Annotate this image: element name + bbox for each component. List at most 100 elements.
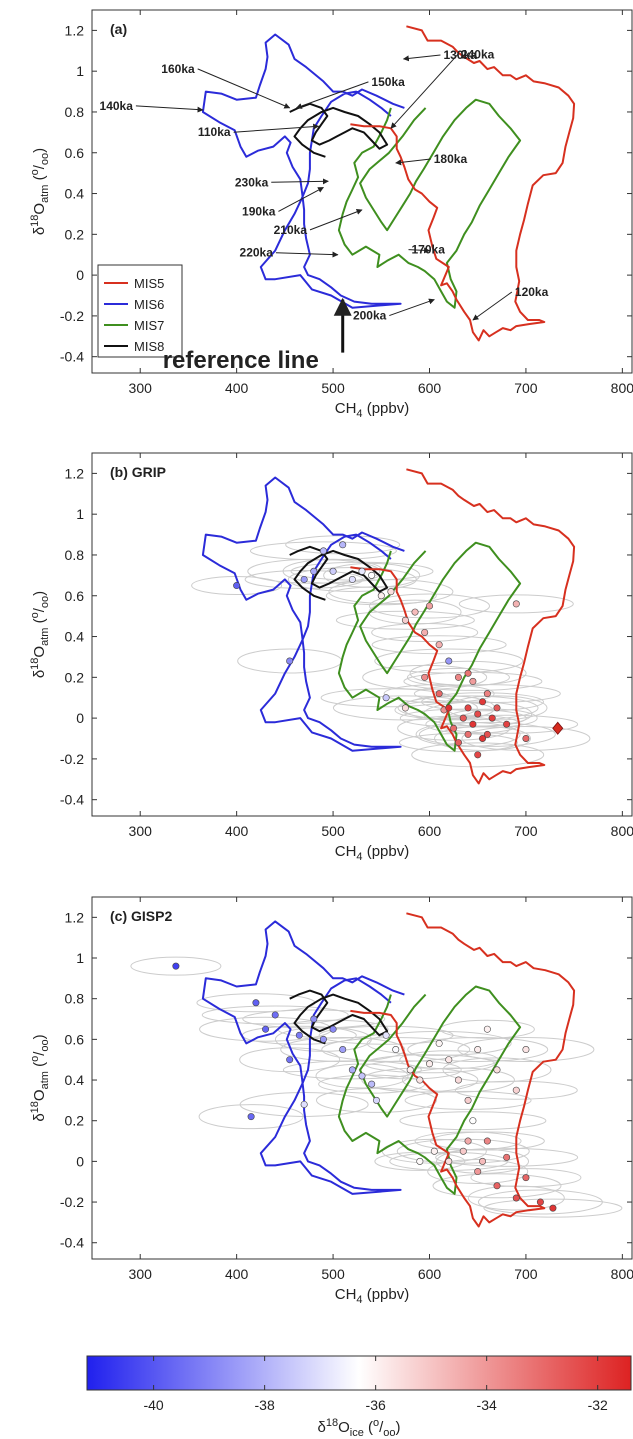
uncertainty-ellipse [280, 1037, 406, 1063]
data-point [319, 1035, 327, 1043]
data-point [469, 1117, 477, 1125]
uncertainty-ellipse [371, 622, 479, 642]
legend-entry: MIS8 [134, 339, 164, 354]
panel-a-legend: MIS5 MIS6 MIS7 MIS8 [97, 264, 183, 358]
y-tick-label: 0 [76, 267, 84, 283]
data-point [464, 669, 472, 677]
colorbar: -40 -38 -36 -34 -32 δ18Oice (o/oo) [86, 1355, 632, 1439]
data-point [310, 567, 318, 575]
data-point [300, 1100, 308, 1108]
data-point [445, 1056, 453, 1064]
panel-a-xlabel: CH4 (ppbv) [335, 400, 409, 420]
y-tick-label: 0.2 [65, 669, 85, 685]
x-tick-label: 800 [611, 380, 633, 396]
data-point [382, 1031, 390, 1039]
x-tick-label: 600 [418, 823, 442, 839]
data-point [512, 1086, 520, 1094]
uncertainty-ellipse [371, 635, 507, 655]
data-point [435, 641, 443, 649]
x-tick-label: 600 [418, 1266, 442, 1282]
series-line-mis5 [350, 468, 576, 785]
annotation-label: 130ka [443, 48, 477, 62]
data-point [421, 628, 429, 636]
annotation-label: 150ka [371, 75, 405, 89]
uncertainty-ellipse [282, 1060, 422, 1080]
data-point [348, 1066, 356, 1074]
data-point [512, 1194, 520, 1202]
data-point [474, 710, 482, 718]
panel-b-title: (b) GRIP [110, 464, 166, 480]
annotation-label: 210ka [274, 223, 308, 237]
y-tick-label: 0.8 [65, 547, 85, 563]
y-tick-label: -0.4 [60, 792, 84, 808]
series-line-mis6 [201, 476, 405, 752]
y-tick-label: 0.2 [65, 226, 85, 242]
data-point [295, 1031, 303, 1039]
annotation-arrow [197, 68, 291, 109]
annotation-label: 170ka [412, 243, 446, 257]
data-point [233, 582, 241, 590]
annotation-arrow [309, 208, 363, 231]
data-point [464, 704, 472, 712]
uncertainty-ellipse [432, 1173, 562, 1199]
annotation-label: 190ka [242, 204, 276, 218]
plot-background [92, 453, 632, 816]
uncertainty-ellipse [457, 1037, 595, 1063]
data-point [387, 588, 395, 596]
x-tick-label: 400 [225, 1266, 249, 1282]
y-tick-label: 1.2 [65, 465, 85, 481]
annotation-arrow [402, 54, 441, 62]
data-point [464, 1137, 472, 1145]
data-point [416, 1157, 424, 1165]
x-tick-label: 300 [129, 823, 153, 839]
data-point [493, 1066, 501, 1074]
panel-b-ylabel: δ18Oatm (o/oo) [29, 591, 51, 678]
x-tick-label: 800 [611, 823, 633, 839]
y-tick-label: 0.6 [65, 1031, 85, 1047]
data-point [392, 1046, 400, 1054]
annotation-arrow [395, 158, 431, 166]
uncertainty-ellipse [201, 1005, 349, 1025]
data-point [416, 1076, 424, 1084]
annotation-arrow [233, 123, 320, 133]
annotation-label: 120ka [515, 285, 549, 299]
data-point [271, 1011, 279, 1019]
annotation-arrow [472, 291, 513, 321]
panel-a-title: (a) [110, 21, 127, 37]
annotation-arrow [295, 81, 369, 109]
data-point [286, 657, 294, 665]
data-point [522, 1174, 530, 1182]
annotation-label: 160ka [161, 62, 195, 76]
data-point [512, 600, 520, 608]
data-point [459, 1147, 467, 1155]
annotation-arrow [271, 178, 329, 185]
data-point [252, 999, 260, 1007]
data-point [536, 1198, 544, 1206]
y-tick-label: 0.4 [65, 186, 85, 202]
panel-c-ylabel: δ18Oatm (o/oo) [29, 1034, 51, 1121]
y-tick-label: 1.2 [65, 22, 85, 38]
data-point [454, 673, 462, 681]
series-line-mis8 [289, 545, 389, 601]
uncertainty-ellipse [435, 1147, 579, 1167]
data-point [469, 677, 477, 685]
data-point [319, 547, 327, 555]
data-point [483, 690, 491, 698]
legend-box [97, 264, 183, 358]
y-tick-label: 0.6 [65, 145, 85, 161]
colorbar-tick-label: -36 [366, 1397, 386, 1413]
data-point [300, 575, 308, 583]
uncertainty-ellipse [325, 586, 437, 606]
annotation-label: 200ka [353, 309, 387, 323]
colorbar-ticks: -40 -38 -36 -34 -32 [143, 1356, 608, 1413]
uncertainty-ellipse [369, 593, 490, 619]
legend-entry: MIS5 [134, 276, 164, 291]
y-tick-label: 0 [76, 710, 84, 726]
data-point [474, 751, 482, 759]
y-tick-label: -0.2 [60, 751, 84, 767]
data-point [549, 1204, 557, 1212]
y-tick-label: -0.2 [60, 308, 84, 324]
data-point [339, 1046, 347, 1054]
data-point [522, 1046, 530, 1054]
data-point [247, 1113, 255, 1121]
